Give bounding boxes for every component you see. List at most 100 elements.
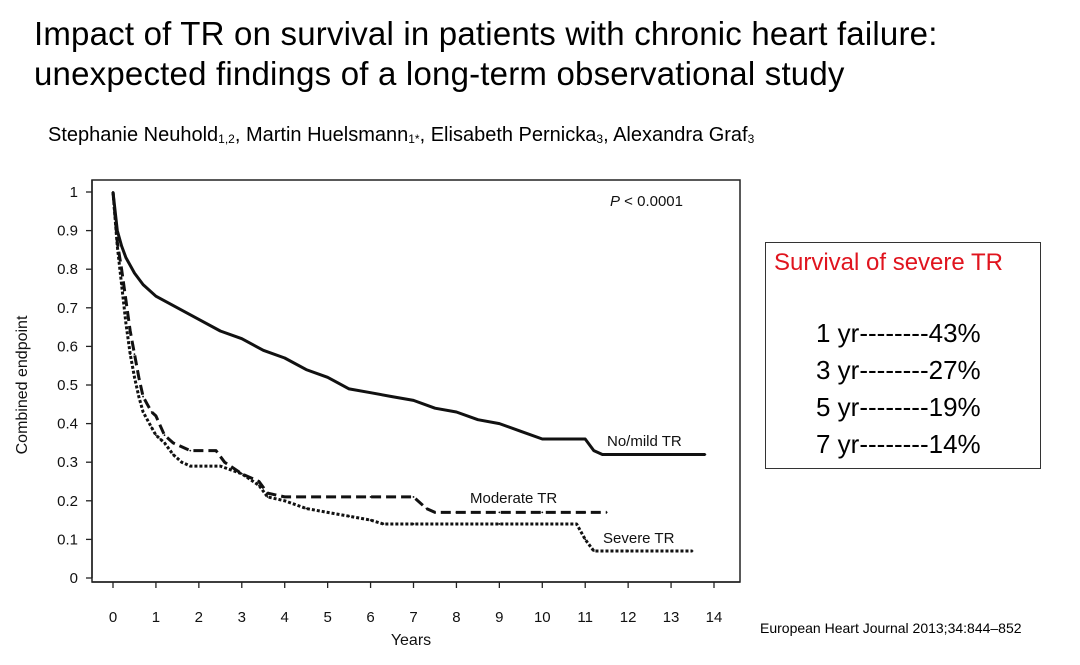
data-point [412, 496, 415, 498]
x-tick-label: 14 [706, 609, 723, 626]
data-point [498, 511, 501, 514]
data-point [133, 353, 136, 356]
author-list: Stephanie Neuhold1,2, Martin Huelsmann1*… [48, 124, 754, 147]
data-point [369, 496, 372, 498]
data-point [348, 387, 351, 390]
x-tick-label: 7 [409, 609, 417, 626]
author-affiliation: 1* [408, 132, 420, 146]
data-point [283, 357, 286, 359]
survival-box-heading: Survival of severe TR [774, 249, 1003, 276]
data-point [240, 337, 243, 340]
author-name: Alexandra Graf [613, 124, 748, 146]
data-point [283, 499, 286, 502]
data-point [124, 299, 127, 301]
author-affiliation: 1,2 [218, 132, 235, 146]
data-point [369, 391, 372, 394]
title-line-1: Impact of TR on survival in patients wit… [34, 15, 938, 52]
data-point [215, 449, 217, 452]
y-tick-label: 1 [70, 184, 78, 201]
data-point [116, 245, 119, 247]
data-point [425, 507, 428, 510]
data-point [133, 272, 136, 274]
data-point [172, 453, 175, 456]
x-axis-title: Years [391, 632, 431, 649]
x-tick-label: 0 [109, 609, 117, 626]
x-tick-label: 2 [195, 609, 203, 626]
data-point [219, 330, 222, 332]
y-tick-label: 0.4 [57, 416, 78, 433]
series-label: Severe TR [603, 530, 675, 547]
data-point [670, 550, 672, 552]
data-point [391, 496, 393, 498]
x-tick-label: 12 [620, 609, 637, 626]
data-point [133, 376, 136, 379]
x-tick-label: 4 [281, 609, 289, 626]
data-point [146, 403, 149, 406]
title-line-2: unexpected findings of a long-term obser… [34, 55, 845, 92]
p-symbol: P [610, 193, 620, 210]
data-point [150, 426, 153, 429]
survival-row-5yr: 5 yr--------19% [816, 392, 981, 422]
data-point [584, 538, 587, 541]
x-tick-label: 6 [366, 609, 374, 626]
author-separator: , [234, 124, 246, 146]
data-point [704, 453, 707, 456]
author-affiliation: 3 [747, 132, 755, 146]
author-separator: , [603, 124, 614, 146]
data-point [180, 461, 183, 464]
data-point [305, 368, 308, 371]
data-point [627, 453, 630, 456]
data-point [146, 418, 149, 421]
data-point [240, 472, 243, 475]
data-point [592, 550, 595, 552]
data-point [498, 523, 501, 525]
data-point [670, 453, 672, 456]
data-point [180, 445, 183, 448]
y-axis-title: Combined endpoint [14, 315, 31, 454]
data-point [262, 349, 265, 352]
series-label: No/mild TR [607, 433, 682, 450]
data-point [369, 519, 372, 521]
data-point [120, 245, 123, 247]
severe-tr-survival-box: Survival of severe TR 1 yr--------43% 3 … [765, 242, 1041, 469]
data-point [124, 322, 127, 325]
data-point [562, 511, 565, 514]
data-point [176, 306, 179, 309]
data-point [137, 395, 140, 398]
data-point [129, 330, 132, 332]
x-tick-label: 11 [577, 609, 593, 626]
data-point [455, 411, 458, 413]
data-point [120, 283, 123, 286]
data-point [163, 442, 166, 444]
data-point [391, 395, 393, 398]
y-tick-label: 0.9 [57, 223, 78, 240]
data-point [258, 484, 260, 487]
x-tick-label: 10 [534, 609, 551, 626]
citation: European Heart Journal 2013;34:844–852 [760, 620, 1022, 636]
data-point [150, 411, 153, 413]
data-point [592, 449, 595, 452]
data-point [266, 496, 269, 498]
data-point [541, 523, 544, 525]
x-tick-label: 8 [452, 609, 460, 626]
y-tick-label: 0.3 [57, 454, 78, 471]
survival-row-3yr: 3 yr--------27% [816, 355, 981, 385]
p-value-annotation: P < 0.0001 [610, 193, 683, 210]
data-point [219, 465, 222, 467]
y-tick-label: 0.6 [57, 338, 78, 355]
series-line-no-mild-tr [111, 191, 706, 456]
y-tick-label: 0.8 [57, 261, 78, 278]
data-point [142, 411, 144, 413]
data-point [142, 283, 144, 286]
data-point [129, 353, 132, 356]
survival-row-1yr: 1 yr--------43% [816, 318, 981, 348]
data-point [541, 511, 544, 514]
data-point [155, 295, 157, 298]
y-tick-label: 0.1 [57, 531, 78, 548]
data-point [189, 449, 192, 452]
x-tick-label: 1 [152, 609, 160, 626]
data-point [605, 511, 608, 514]
data-point [348, 515, 351, 518]
data-point [283, 496, 286, 498]
author-affiliation: 3 [596, 132, 604, 146]
